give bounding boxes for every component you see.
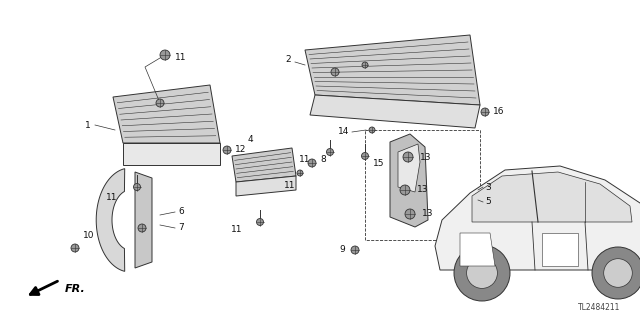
Circle shape — [331, 68, 339, 76]
Text: 15: 15 — [373, 160, 385, 168]
Circle shape — [138, 224, 146, 232]
Circle shape — [351, 246, 359, 254]
Circle shape — [156, 99, 164, 107]
Circle shape — [592, 247, 640, 299]
Text: 5: 5 — [485, 197, 491, 206]
Text: 13: 13 — [417, 186, 429, 195]
Text: 16: 16 — [493, 108, 504, 116]
Polygon shape — [472, 172, 632, 222]
Text: 6: 6 — [178, 207, 184, 217]
Text: 3: 3 — [485, 182, 491, 191]
Text: TL2484211: TL2484211 — [578, 303, 620, 313]
Circle shape — [403, 152, 413, 162]
Circle shape — [467, 258, 497, 288]
Text: FR.: FR. — [65, 284, 86, 294]
Text: 2: 2 — [285, 56, 291, 64]
Polygon shape — [390, 134, 428, 227]
Polygon shape — [542, 233, 578, 266]
Text: 14: 14 — [338, 128, 349, 137]
Circle shape — [481, 108, 489, 116]
Bar — [365, 130, 480, 240]
Text: 1: 1 — [85, 121, 91, 130]
Polygon shape — [435, 166, 640, 270]
Text: 13: 13 — [420, 152, 431, 161]
Circle shape — [400, 185, 410, 195]
Text: 12: 12 — [235, 145, 246, 154]
Circle shape — [297, 170, 303, 176]
Circle shape — [405, 209, 415, 219]
Text: 10: 10 — [83, 232, 95, 241]
Polygon shape — [113, 85, 220, 143]
Polygon shape — [135, 172, 152, 268]
Text: 11: 11 — [106, 192, 117, 202]
Polygon shape — [310, 95, 480, 128]
Polygon shape — [236, 176, 296, 196]
Circle shape — [223, 146, 231, 154]
Circle shape — [326, 149, 333, 155]
Circle shape — [362, 62, 368, 68]
Circle shape — [362, 152, 369, 160]
Polygon shape — [398, 144, 420, 192]
Polygon shape — [305, 35, 480, 105]
Circle shape — [369, 127, 375, 133]
Polygon shape — [232, 148, 296, 182]
Polygon shape — [460, 233, 495, 266]
Text: 11: 11 — [284, 181, 295, 189]
Text: 9: 9 — [339, 246, 345, 255]
Circle shape — [604, 259, 632, 287]
Text: 7: 7 — [178, 224, 184, 233]
Text: 13: 13 — [422, 210, 433, 219]
Text: 11: 11 — [175, 53, 186, 62]
Circle shape — [454, 245, 510, 301]
Circle shape — [71, 244, 79, 252]
Text: 8: 8 — [320, 154, 326, 164]
Polygon shape — [96, 169, 125, 271]
Polygon shape — [123, 143, 220, 165]
Text: 11: 11 — [230, 226, 242, 234]
Text: 11: 11 — [298, 155, 310, 165]
Circle shape — [160, 50, 170, 60]
Circle shape — [257, 219, 264, 226]
Text: 4: 4 — [248, 136, 253, 145]
Circle shape — [308, 159, 316, 167]
Circle shape — [134, 183, 141, 190]
